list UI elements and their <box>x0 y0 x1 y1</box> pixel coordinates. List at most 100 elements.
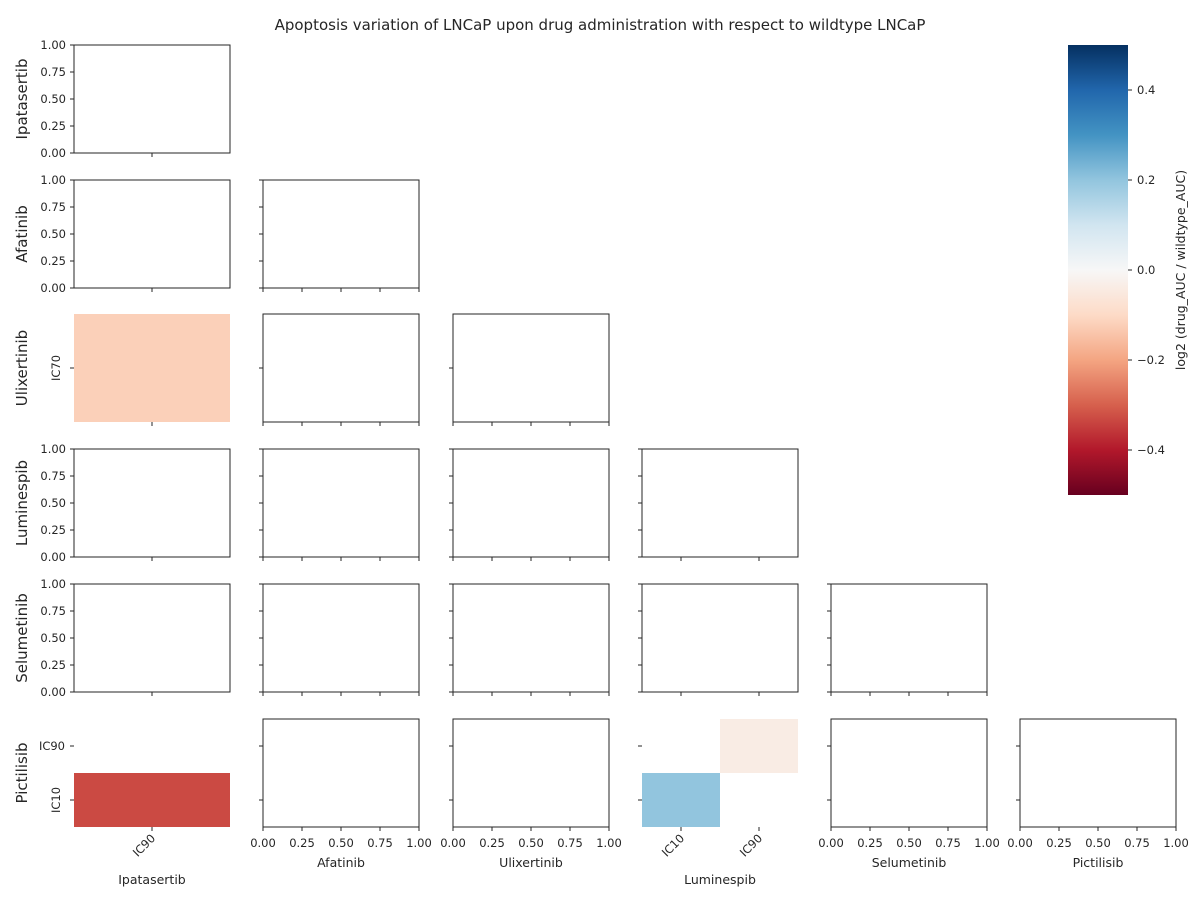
colorbar-gradient <box>1068 45 1128 495</box>
y-tick-label: 0.25 <box>40 523 66 537</box>
panel-ulixertinib-vs-ulixertinib <box>449 313 610 426</box>
y-tick-label: 0.50 <box>40 496 66 510</box>
panel-frame <box>641 448 799 558</box>
colorbar-tick-label: 0.0 <box>1137 263 1155 277</box>
heatmap-cell-ic90-ic10 <box>74 773 230 827</box>
colorbar-tick-label: 0.4 <box>1137 83 1155 97</box>
x-tick-label: IC90 <box>130 831 158 859</box>
panel-pictilisib-vs-ulixertinib: 0.00 0.25 0.50 0.75 1.00 Ulixertinib <box>440 718 622 870</box>
y-tick-label: 0.00 <box>40 281 66 295</box>
y-tick-label: IC90 <box>39 739 65 753</box>
panel-frame <box>262 718 420 828</box>
x-tick-label: 0.00 <box>250 836 276 850</box>
row-label-luminespib: Luminespib <box>13 460 31 546</box>
panel-frame <box>262 313 420 423</box>
y-tick-label: 0.00 <box>40 550 66 564</box>
y-tick-label: 0.75 <box>40 604 66 618</box>
x-tick-label: 0.75 <box>557 836 583 850</box>
panel-pictilisib-vs-pictilisib: 0.00 0.25 0.50 0.75 1.00 Pictilisib <box>1007 718 1189 870</box>
colorbar-tick-label: 0.2 <box>1137 173 1155 187</box>
colorbar: log2 (drug_AUC / wildtype_AUC) 0.4 0.2 0.0… <box>1068 45 1188 495</box>
x-tick-label: 0.50 <box>896 836 922 850</box>
panel-afatinib-vs-ipatasertib: 0.00 0.25 0.50 0.75 1.00 Afatinib <box>13 173 231 295</box>
panel-frame <box>452 448 610 558</box>
y-tick-label: 1.00 <box>40 577 66 591</box>
y-tick-label: 1.00 <box>40 173 66 187</box>
panel-frame <box>262 179 420 289</box>
col-label-afatinib: Afatinib <box>317 855 365 870</box>
panel-frame <box>73 448 231 558</box>
y-tick-label: 0.25 <box>40 119 66 133</box>
panel-selumetinib-vs-luminespib <box>638 583 799 696</box>
heatmap-cell-ic90-ic70 <box>74 314 230 422</box>
x-tick-label: 0.25 <box>1046 836 1072 850</box>
panel-pictilisib-vs-selumetinib: 0.00 0.25 0.50 0.75 1.00 Selumetinib <box>818 718 1000 870</box>
panel-ipatasertib-vs-ipatasertib: 0.00 0.25 0.50 0.75 1.00 Ipatasertib <box>13 38 231 160</box>
col-label-ulixertinib: Ulixertinib <box>499 855 563 870</box>
colorbar-tick-label: −0.2 <box>1137 353 1165 367</box>
panel-afatinib-vs-afatinib <box>259 179 420 292</box>
x-tick-label: 0.75 <box>935 836 961 850</box>
row-label-ipatasertib: Ipatasertib <box>13 59 31 140</box>
x-tick-label: 0.25 <box>857 836 883 850</box>
panel-frame <box>641 583 799 693</box>
x-tick-label: 1.00 <box>974 836 1000 850</box>
panel-frame <box>452 583 610 693</box>
panel-luminespib-vs-ipatasertib: 0.00 0.25 0.50 0.75 1.00 Luminespib <box>13 442 231 564</box>
x-tick-label: 0.00 <box>440 836 466 850</box>
row-label-pictilisib: Pictilisib <box>13 742 31 803</box>
y-tick-label: 0.50 <box>40 631 66 645</box>
panel-selumetinib-vs-selumetinib <box>827 583 988 696</box>
col-label-luminespib: Luminespib <box>684 872 756 887</box>
x-tick-label: 1.00 <box>1163 836 1189 850</box>
x-tick-label: 0.25 <box>479 836 505 850</box>
x-tick-label: 0.50 <box>1085 836 1111 850</box>
panel-luminespib-vs-afatinib <box>259 448 420 561</box>
panel-ulixertinib-vs-ipatasertib: IC70 Ulixertinib <box>13 314 230 426</box>
x-tick-label: IC90 <box>737 831 765 859</box>
x-tick-label: 0.00 <box>1007 836 1033 850</box>
x-tick-label: 0.00 <box>818 836 844 850</box>
panel-pictilisib-vs-ipatasertib: IC90 IC90 IC10 Pictilisib Ipatasertib <box>13 739 230 887</box>
y-tick-label: 0.75 <box>40 200 66 214</box>
row-label-afatinib: Afatinib <box>13 205 31 262</box>
chart-title: Apoptosis variation of LNCaP upon drug a… <box>275 16 926 34</box>
panel-frame <box>1019 718 1177 828</box>
x-tick-label: 0.75 <box>367 836 393 850</box>
panel-frame <box>452 718 610 828</box>
y-tick-label: 1.00 <box>40 442 66 456</box>
heatmap-cell-ic90-ic90 <box>720 719 798 773</box>
y-tick-label: 0.50 <box>40 92 66 106</box>
y-tick-label: 0.00 <box>40 685 66 699</box>
panel-luminespib-vs-ulixertinib <box>449 448 610 561</box>
panel-frame <box>73 44 231 154</box>
panel-frame <box>262 448 420 558</box>
y-tick-label: 0.75 <box>40 469 66 483</box>
panel-pictilisib-vs-luminespib: IC10 IC90 Luminespib <box>638 719 798 887</box>
panel-selumetinib-vs-ipatasertib: 0.00 0.25 0.50 0.75 1.00 Selumetinib <box>13 577 231 699</box>
panel-selumetinib-vs-afatinib <box>259 583 420 696</box>
x-tick-label: 1.00 <box>406 836 432 850</box>
col-label-ipatasertib: Ipatasertib <box>118 872 186 887</box>
panel-frame <box>830 583 988 693</box>
x-tick-label: 0.75 <box>1124 836 1150 850</box>
panel-frame <box>452 313 610 423</box>
col-label-pictilisib: Pictilisib <box>1073 855 1124 870</box>
x-tick-label: 0.50 <box>328 836 354 850</box>
col-label-selumetinib: Selumetinib <box>872 855 947 870</box>
y-tick-label: 0.75 <box>40 65 66 79</box>
x-tick-label: 0.50 <box>518 836 544 850</box>
x-tick-label: 1.00 <box>596 836 622 850</box>
y-tick-label: 0.25 <box>40 254 66 268</box>
panel-frame <box>262 583 420 693</box>
panel-frame <box>830 718 988 828</box>
y-tick-label: IC70 <box>49 355 63 381</box>
y-tick-label: 0.50 <box>40 227 66 241</box>
heatmap-cell-ic10-ic10 <box>642 773 720 827</box>
y-tick-label: 0.00 <box>40 146 66 160</box>
panel-pictilisib-vs-afatinib: 0.00 0.25 0.50 0.75 1.00 Afatinib <box>250 718 432 870</box>
y-tick-label: 1.00 <box>40 38 66 52</box>
row-label-selumetinib: Selumetinib <box>13 593 31 683</box>
y-tick-label: 0.25 <box>40 658 66 672</box>
